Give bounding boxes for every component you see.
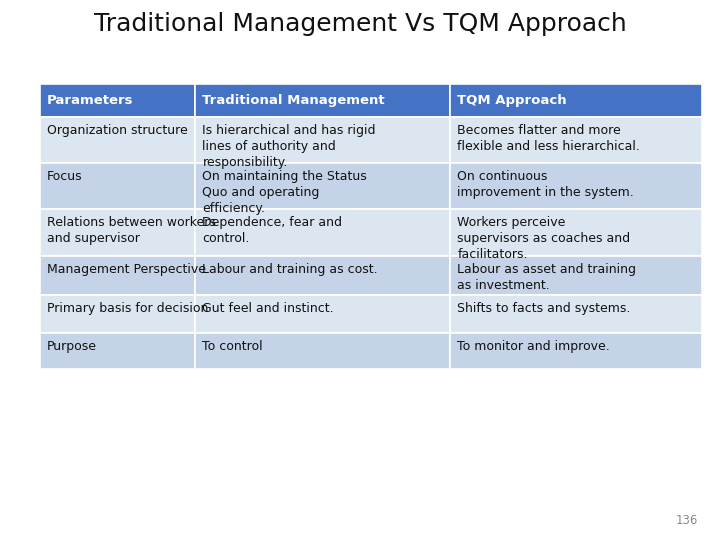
Text: Labour and training as cost.: Labour and training as cost.	[202, 262, 378, 275]
Text: Labour as asset and training
as investment.: Labour as asset and training as investme…	[457, 262, 636, 292]
Bar	[195, 84, 450, 117]
Bar	[195, 210, 450, 255]
Bar	[450, 163, 702, 210]
Text: Focus: Focus	[47, 170, 82, 183]
Bar	[40, 333, 195, 369]
Bar	[450, 117, 702, 163]
Text: Gut feel and instinct.: Gut feel and instinct.	[202, 301, 334, 314]
Text: Parameters: Parameters	[47, 94, 133, 107]
Text: Traditional Management: Traditional Management	[202, 94, 385, 107]
Bar	[450, 294, 702, 333]
Bar	[450, 210, 702, 255]
Bar	[195, 163, 450, 210]
Bar	[450, 255, 702, 294]
Text: Workers perceive
supervisors as coaches and
facilitators.: Workers perceive supervisors as coaches …	[457, 217, 631, 261]
Text: Traditional Management Vs TQM Approach: Traditional Management Vs TQM Approach	[94, 12, 626, 36]
Text: Becomes flatter and more
flexible and less hierarchical.: Becomes flatter and more flexible and le…	[457, 124, 640, 153]
Bar	[195, 294, 450, 333]
Text: Shifts to facts and systems.: Shifts to facts and systems.	[457, 301, 631, 314]
Text: Is hierarchical and has rigid
lines of authority and
responsibility.: Is hierarchical and has rigid lines of a…	[202, 124, 376, 169]
Bar	[195, 333, 450, 369]
Text: Purpose: Purpose	[47, 340, 96, 353]
Text: To monitor and improve.: To monitor and improve.	[457, 340, 611, 353]
Bar	[195, 255, 450, 294]
Bar	[450, 333, 702, 369]
Bar	[40, 117, 195, 163]
Text: On maintaining the Status
Quo and operating
efficiency.: On maintaining the Status Quo and operat…	[202, 170, 367, 215]
Bar	[40, 210, 195, 255]
Bar	[40, 255, 195, 294]
Bar	[450, 84, 702, 117]
Text: TQM Approach: TQM Approach	[457, 94, 567, 107]
Text: Organization structure: Organization structure	[47, 124, 187, 137]
Text: On continuous
improvement in the system.: On continuous improvement in the system.	[457, 170, 634, 199]
Bar	[40, 163, 195, 210]
Text: Relations between workers
and supervisor: Relations between workers and supervisor	[47, 217, 216, 246]
Text: Management Perspective: Management Perspective	[47, 262, 206, 275]
Bar	[40, 294, 195, 333]
Bar	[40, 84, 195, 117]
Text: 136: 136	[676, 514, 698, 526]
Text: Dependence, fear and
control.: Dependence, fear and control.	[202, 217, 343, 246]
Bar	[195, 117, 450, 163]
Text: Primary basis for decision: Primary basis for decision	[47, 301, 208, 314]
Text: To control: To control	[202, 340, 263, 353]
